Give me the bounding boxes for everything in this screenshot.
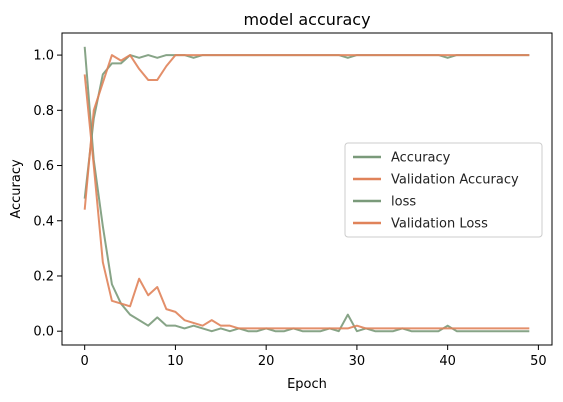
- y-axis-label: Accuracy: [9, 159, 24, 219]
- x-tick-label: 40: [439, 354, 456, 369]
- x-tick-label: 20: [258, 354, 275, 369]
- x-tick-label: 10: [167, 354, 184, 369]
- x-axis: 0 10 20 30 40 50: [81, 345, 547, 369]
- series-line-2: [83, 54, 530, 210]
- chart-title: model accuracy: [243, 10, 370, 29]
- y-tick-label: 0.6: [33, 159, 54, 174]
- y-tick-label: 0.0: [33, 325, 54, 340]
- legend-entry: Accuracy: [391, 151, 451, 166]
- plot-frame: [61, 32, 553, 346]
- y-tick-label: 0.2: [33, 269, 54, 284]
- legend: Accuracy Validation Accuracy loss Validatio…: [344, 142, 543, 238]
- y-axis: 0.0 0.2 0.4 0.6 0.8 1.0: [33, 49, 62, 340]
- x-axis-label: Epoch: [287, 377, 327, 392]
- x-tick-label: 30: [349, 354, 366, 369]
- legend-entry: Validation Accuracy: [391, 173, 519, 188]
- y-tick-label: 0.8: [33, 104, 54, 119]
- legend-entry: Validation Loss: [391, 217, 488, 232]
- legend-box: [344, 142, 543, 238]
- plot-area: [83, 46, 530, 333]
- legend-entry: loss: [391, 195, 416, 210]
- x-tick-label: 0: [81, 354, 89, 369]
- y-tick-label: 0.4: [33, 214, 54, 229]
- series-line-3: [83, 46, 530, 333]
- series-line-4: [83, 74, 530, 330]
- x-tick-label: 50: [530, 354, 547, 369]
- y-tick-label: 1.0: [33, 49, 54, 64]
